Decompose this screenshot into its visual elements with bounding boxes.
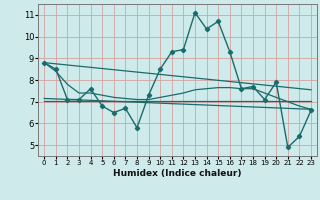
X-axis label: Humidex (Indice chaleur): Humidex (Indice chaleur) bbox=[113, 169, 242, 178]
